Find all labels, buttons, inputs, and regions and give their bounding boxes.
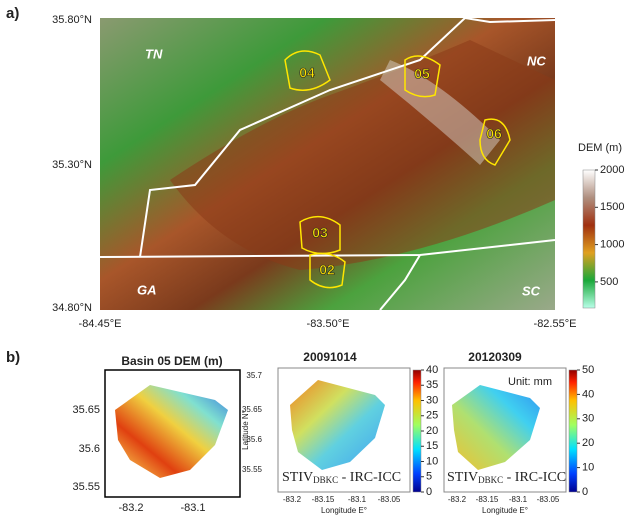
method-label: STIVDBKC - IRC-ICC (447, 470, 566, 485)
basin-label: 04 (299, 65, 315, 81)
x-tick: -83.1 (180, 502, 205, 514)
method: STIV (447, 470, 478, 485)
state-label: NC (527, 53, 546, 68)
x-tick: -83.1 (509, 495, 528, 504)
colorbar: 500 1000 1500 2000 (582, 164, 624, 309)
rain-map (452, 385, 540, 470)
y-tick: 35.55 (72, 481, 100, 493)
colorbar-bar (568, 369, 578, 493)
colorbar-tick-label: 15 (426, 440, 438, 452)
panel-label: a) (6, 5, 19, 22)
lon-tick: -83.50°E (307, 318, 350, 330)
colorbar-tick-label: 35 (426, 379, 438, 391)
panel-label: b) (6, 349, 20, 366)
state-label: SC (522, 283, 541, 298)
lat-tick: 34.80°N (52, 302, 92, 314)
colorbar-tick-label: 50 (582, 364, 594, 376)
x-tick: -83.1 (348, 495, 367, 504)
x-tick: -83.05 (537, 495, 560, 504)
colorbar-tick-label: 40 (426, 364, 438, 376)
colorbar-tick-label: 10 (426, 455, 438, 467)
basin-dem (115, 385, 228, 478)
x-tick: -83.15 (476, 495, 499, 504)
basin-label: 03 (312, 225, 328, 241)
high-peaks (380, 60, 500, 165)
colorbar-tick-label: 25 (426, 410, 438, 422)
basin-label: 06 (486, 126, 502, 142)
method-sub: DBKC (478, 475, 503, 485)
x-tick: -83.2 (283, 495, 302, 504)
colorbar: 0 10 20 30 40 50 (568, 364, 594, 498)
lon-tick: -84.45°E (79, 318, 122, 330)
method-suffix: - IRC-ICC (503, 470, 566, 485)
y-axis-label: Latitude N° (241, 410, 250, 450)
colorbar-tick-label: 1000 (600, 239, 624, 251)
colorbar-tick-label: 20 (426, 425, 438, 437)
method: STIV (282, 470, 313, 485)
x-tick: -83.15 (312, 495, 335, 504)
colorbar-tick-label: 500 (600, 276, 618, 288)
method-suffix: - IRC-ICC (338, 470, 401, 485)
colorbar-tick-label: 30 (582, 413, 594, 425)
colorbar-bar (582, 169, 596, 309)
map-title: 20091014 (303, 350, 357, 364)
colorbar-tick-label: 0 (582, 486, 588, 498)
basin-label: 05 (414, 66, 430, 82)
colorbar-tick-label: 20 (582, 437, 594, 449)
state-border (379, 254, 421, 311)
lon-tick: -82.55°E (534, 318, 577, 330)
y-tick: 35.7 (246, 371, 262, 380)
x-axis-label: Longitude E° (321, 506, 367, 515)
lat-tick: 35.30°N (52, 159, 92, 171)
x-tick: -83.2 (118, 502, 143, 514)
map-title: Basin 05 DEM (m) (121, 354, 222, 368)
colorbar-tick-label: 0 (426, 486, 432, 498)
basin-outlines (284, 50, 511, 289)
rain-map (290, 380, 385, 470)
y-tick: 35.65 (242, 405, 263, 414)
colorbar-tick-label: 10 (582, 462, 594, 474)
state-label: TN (145, 46, 163, 61)
x-tick: -83.2 (448, 495, 467, 504)
y-tick: 35.6 (246, 435, 262, 444)
y-tick: 35.65 (72, 404, 100, 416)
unit-label: Unit: mm (508, 376, 552, 388)
method-sub: DBKC (313, 475, 338, 485)
state-label: GA (137, 282, 157, 297)
state-border (464, 17, 556, 24)
colorbar-tick-label: 30 (426, 394, 438, 406)
colorbar-tick-label: 40 (582, 388, 594, 400)
colorbar: 0 5 10 15 20 25 30 35 40 (412, 364, 438, 498)
x-tick: -83.05 (378, 495, 401, 504)
state-border (139, 17, 466, 258)
colorbar-tick-label: 1500 (600, 201, 624, 213)
mountain-shade (170, 40, 555, 270)
y-tick: 35.55 (242, 465, 263, 474)
basin-label: 02 (319, 262, 335, 278)
colorbar-bar (412, 369, 422, 493)
colorbar-title: DEM (m) (578, 142, 622, 154)
colorbar-tick-label: 5 (426, 471, 432, 483)
x-axis-label: Longitude E° (482, 506, 528, 515)
colorbar-tick-label: 2000 (600, 164, 624, 176)
map-title: 20120309 (468, 350, 522, 364)
lat-tick: 35.80°N (52, 14, 92, 26)
method-label: STIVDBKC - IRC-ICC (282, 470, 401, 485)
y-tick: 35.6 (79, 443, 100, 455)
